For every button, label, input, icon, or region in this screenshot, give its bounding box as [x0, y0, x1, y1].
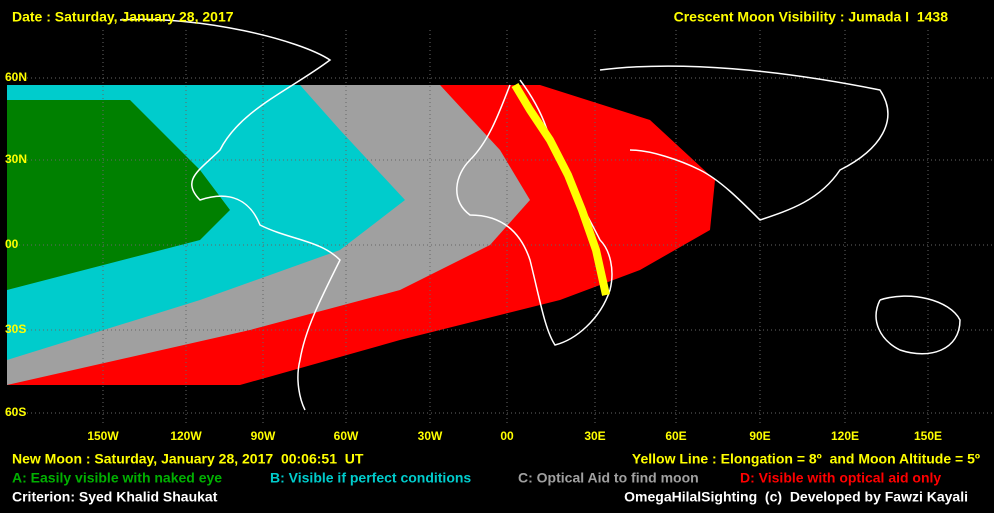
zone	[7, 100, 230, 290]
longitude-label: 00	[500, 429, 514, 443]
latitude-label: 30N	[5, 152, 27, 166]
latitude-label: 60N	[5, 70, 27, 84]
legend-item: C: Optical Aid to find moon	[518, 470, 699, 486]
longitude-label: 60W	[334, 429, 359, 443]
yellow-line-note: Yellow Line : Elongation = 8º and Moon A…	[632, 451, 980, 467]
longitude-label: 90W	[251, 429, 276, 443]
longitude-label: 30W	[418, 429, 443, 443]
longitude-label: 90E	[749, 429, 770, 443]
americas-outline	[119, 18, 341, 411]
graticule	[7, 30, 994, 425]
australia-outline	[875, 295, 961, 355]
latitude-label: 60S	[5, 405, 26, 419]
criterion: Criterion: Syed Khalid Shaukat	[12, 489, 218, 505]
longitude-label: 120W	[170, 429, 202, 443]
longitude-label: 120E	[831, 429, 859, 443]
title: Crescent Moon Visibility : Jumada I 1438	[674, 9, 949, 25]
latitude-label: 00	[5, 237, 19, 251]
date: Date : Saturday, January 28, 2017	[12, 9, 234, 25]
legend-item: D: Visible with optical aid only	[740, 470, 941, 486]
asia-outline	[599, 65, 889, 221]
new-moon: New Moon : Saturday, January 28, 2017 00…	[12, 451, 364, 467]
legend-item: A: Easily visible with naked eye	[12, 470, 222, 486]
credit: OmegaHilalSighting (c) Developed by Fawz…	[624, 489, 968, 505]
longitude-label: 150W	[87, 429, 119, 443]
longitude-label: 60E	[665, 429, 686, 443]
legend-item: B: Visible if perfect conditions	[270, 470, 471, 486]
longitude-label: 150E	[914, 429, 942, 443]
longitude-label: 30E	[584, 429, 605, 443]
latitude-label: 30S	[5, 322, 26, 336]
elongation-line	[511, 82, 610, 296]
